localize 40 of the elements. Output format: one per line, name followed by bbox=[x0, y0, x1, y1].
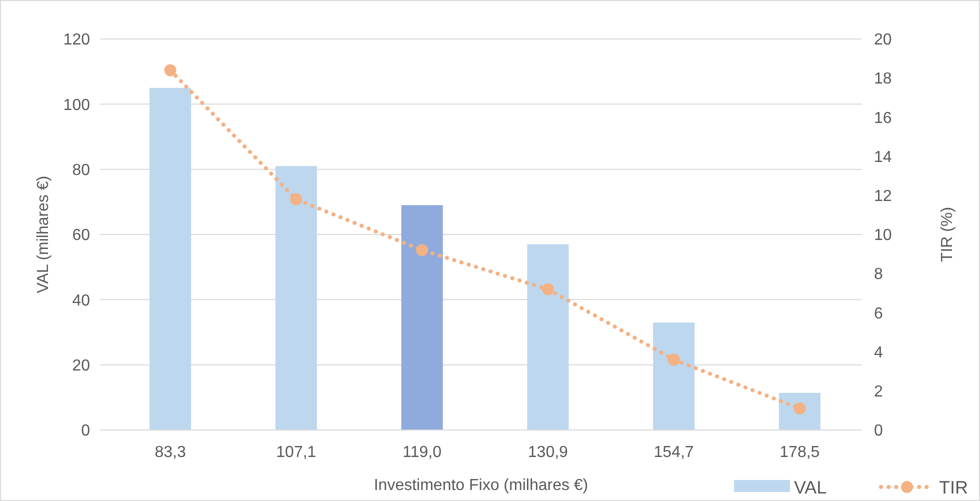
point bbox=[542, 283, 554, 296]
y2-tick-label: 16 bbox=[874, 110, 892, 127]
bar bbox=[401, 205, 443, 430]
x-axis-title: Investimento Fixo (milhares €) bbox=[374, 477, 588, 494]
y2-tick-label: 18 bbox=[874, 70, 892, 88]
y-axis-title: VAL (milhares €) bbox=[35, 176, 52, 294]
y-tick-label: 20 bbox=[72, 357, 90, 374]
point bbox=[290, 193, 302, 206]
bar bbox=[150, 88, 192, 430]
y2-axis-title: TIR (%) bbox=[939, 206, 956, 262]
bar bbox=[527, 244, 569, 430]
bar bbox=[653, 322, 695, 430]
y2-tick-label: 0 bbox=[874, 422, 883, 440]
x-tick-label: 130,9 bbox=[528, 444, 568, 461]
point bbox=[416, 244, 428, 256]
y-tick-label: 0 bbox=[81, 422, 90, 440]
y2-tick-label: 8 bbox=[874, 266, 883, 284]
point bbox=[164, 64, 176, 76]
legend-label: TIR bbox=[939, 477, 968, 498]
bar bbox=[275, 166, 317, 430]
x-tick-label: 154,7 bbox=[654, 444, 694, 461]
y2-tick-label: 2 bbox=[874, 384, 883, 400]
y-tick-label: 100 bbox=[63, 96, 90, 114]
y-tick-label: 120 bbox=[63, 32, 90, 49]
x-tick-label: 178,5 bbox=[780, 444, 820, 461]
y2-tick-label: 10 bbox=[874, 227, 892, 244]
point bbox=[668, 354, 680, 366]
y-tick-label: 40 bbox=[72, 292, 90, 310]
x-tick-label: 107,1 bbox=[276, 444, 316, 461]
bar bbox=[778, 392, 820, 430]
y2-tick-label: 12 bbox=[874, 188, 892, 205]
y-tick-label: 80 bbox=[72, 162, 90, 179]
y2-tick-label: 20 bbox=[874, 32, 892, 49]
x-tick-label: 83,3 bbox=[154, 444, 186, 461]
y2-tick-label: 14 bbox=[874, 148, 892, 166]
y-tick-label: 60 bbox=[72, 227, 90, 244]
x-tick-label: 119,0 bbox=[402, 444, 442, 461]
legend-label: VAL bbox=[794, 477, 827, 498]
y2-tick-label: 6 bbox=[874, 305, 883, 322]
y2-tick-label: 4 bbox=[874, 344, 883, 362]
